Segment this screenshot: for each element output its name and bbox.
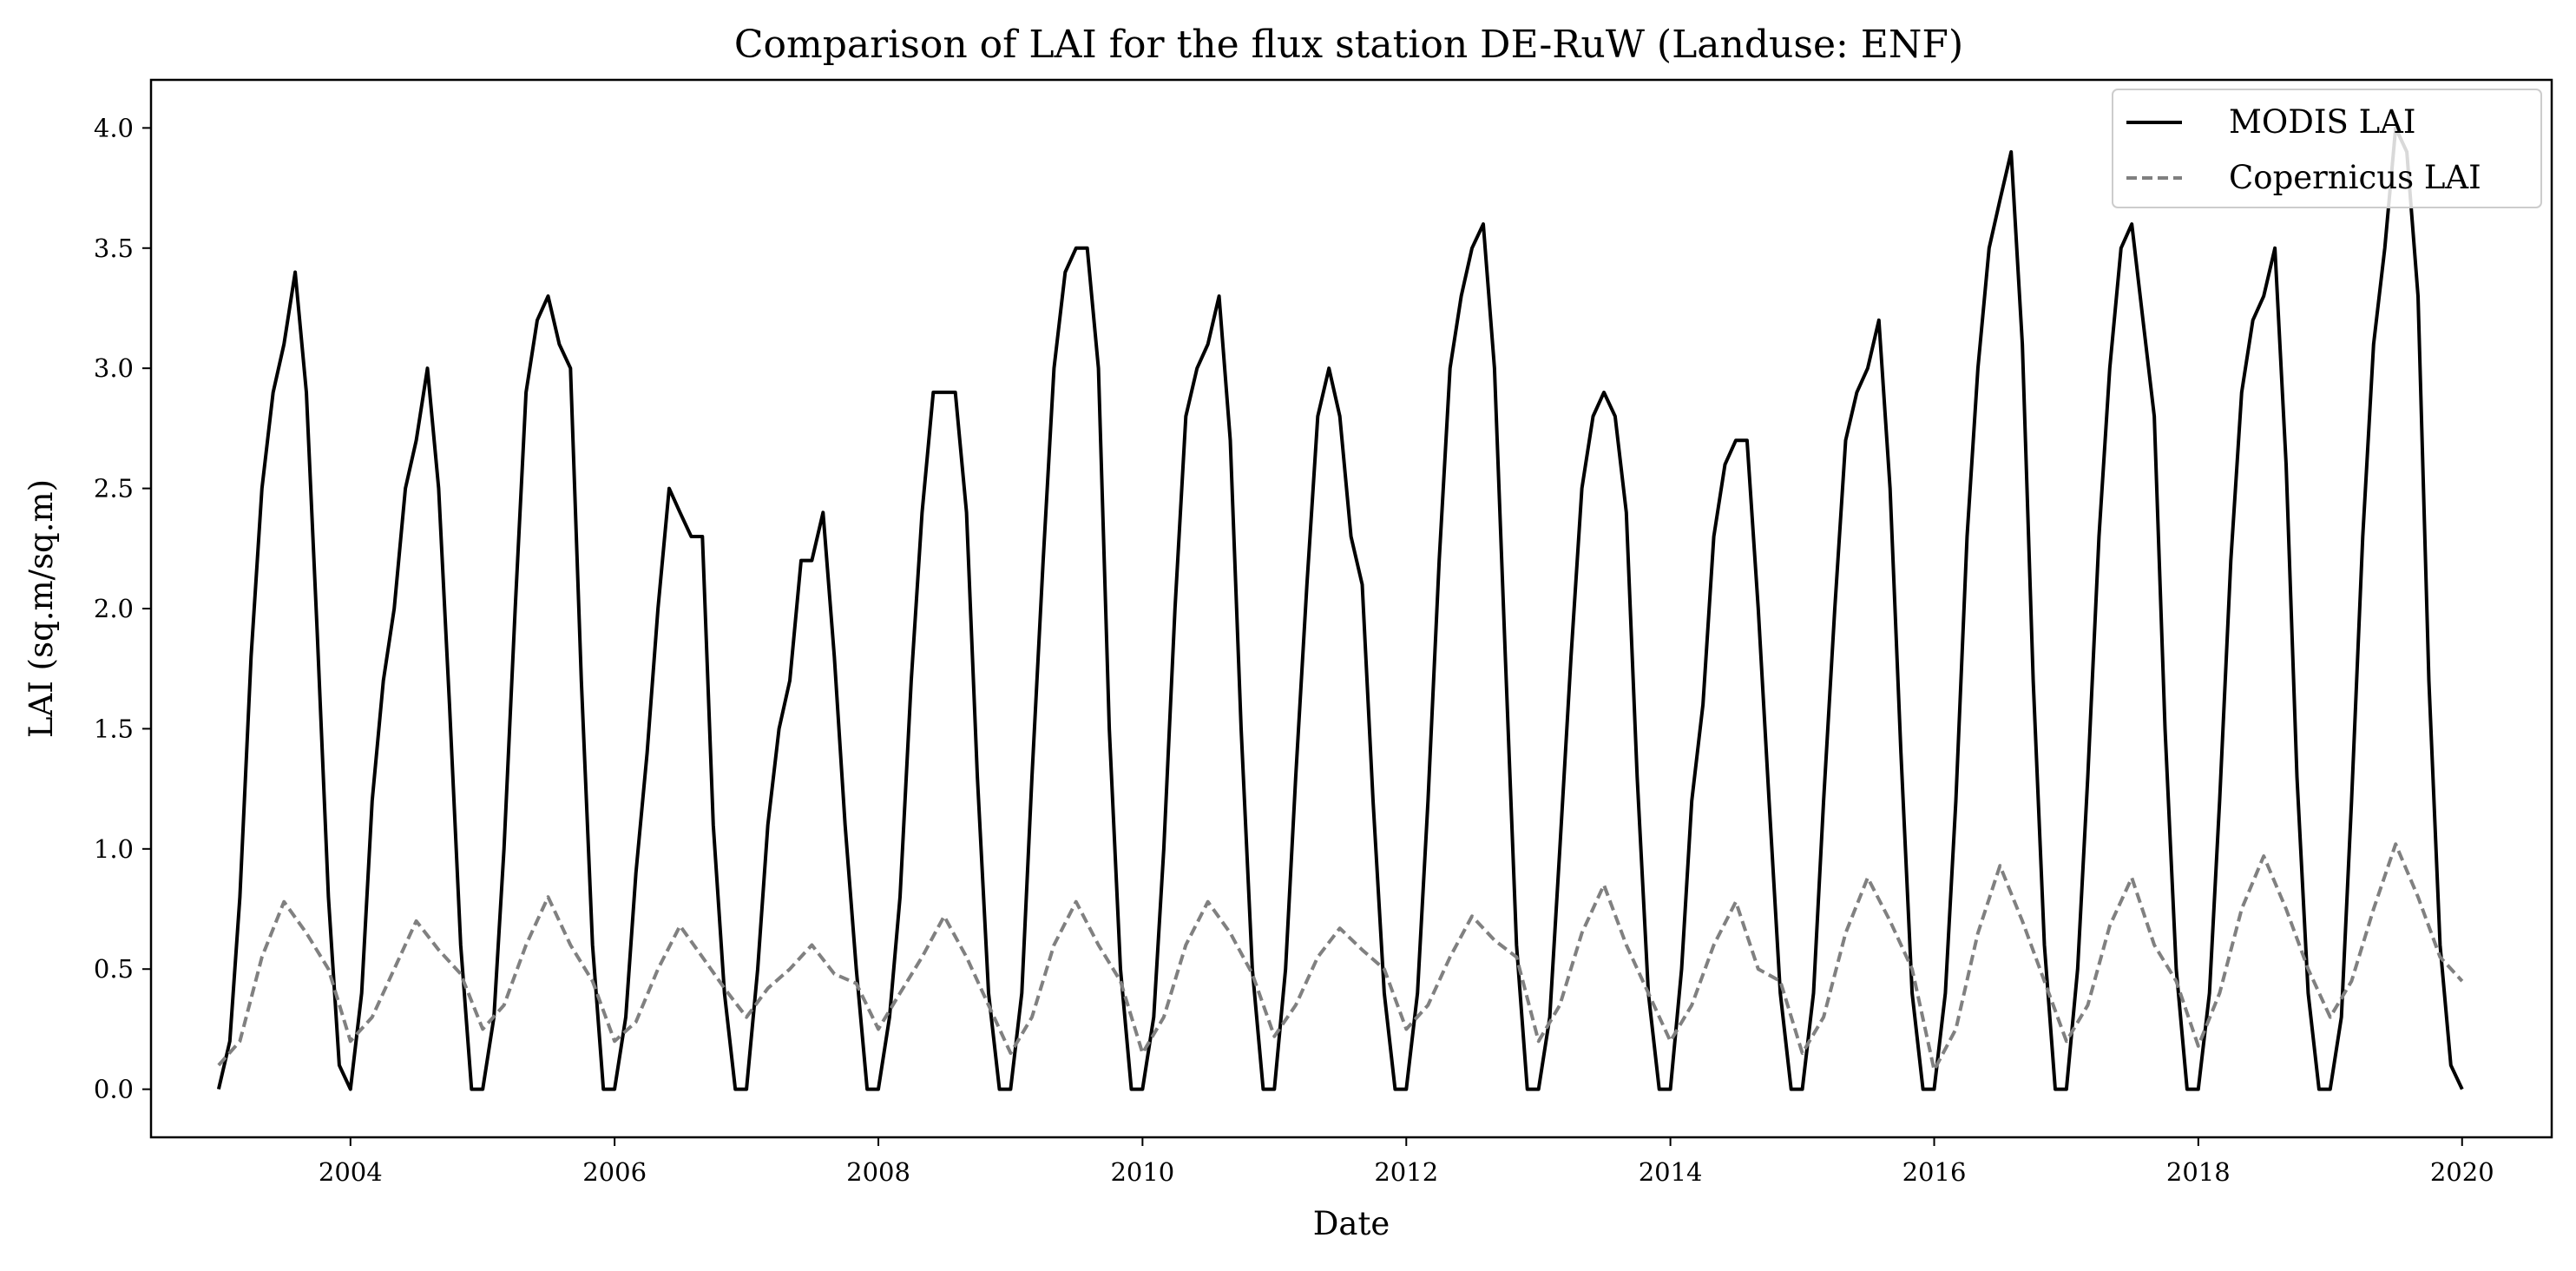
y-tick-label: 0.0 xyxy=(94,1075,134,1104)
y-tick-label: 2.0 xyxy=(94,594,134,623)
y-tick-label: 1.5 xyxy=(94,714,134,743)
y-tick-label: 3.5 xyxy=(94,234,134,263)
y-tick-label: 4.0 xyxy=(94,113,134,142)
y-tick-label: 2.5 xyxy=(94,474,134,504)
y-axis-label: LAI (sq.m/sq.m) xyxy=(23,479,60,738)
series-line-modis-lai xyxy=(216,126,2464,1091)
x-axis: 2004 2006 2008 2010 2012 2014 2016 2018 2020 xyxy=(319,1137,2494,1187)
x-tick-label: 2020 xyxy=(2430,1157,2494,1187)
x-tick-label: 2014 xyxy=(1639,1157,1703,1187)
x-tick-label: 2006 xyxy=(582,1157,647,1187)
x-tick-label: 2004 xyxy=(319,1157,383,1187)
series-line-copernicus-lai xyxy=(217,842,2464,1072)
x-tick-label: 2016 xyxy=(1902,1157,1967,1187)
x-tick-label: 2010 xyxy=(1110,1157,1174,1187)
legend: MODIS LAI Copernicus LAI xyxy=(2112,89,2542,208)
y-axis: 0.0 0.5 1.0 1.5 2.0 2.5 3.0 3.5 4.0 xyxy=(94,113,151,1104)
x-axis-label: Date xyxy=(1313,1205,1390,1242)
x-tick-label: 2012 xyxy=(1374,1157,1438,1187)
x-tick-label: 2008 xyxy=(846,1157,910,1187)
x-tick-label: 2018 xyxy=(2166,1157,2231,1187)
legend-box xyxy=(2112,89,2542,208)
y-tick-label: 0.5 xyxy=(94,954,134,984)
series-layer xyxy=(216,126,2464,1091)
legend-label-modis-lai: MODIS LAI xyxy=(2229,103,2416,141)
y-tick-label: 3.0 xyxy=(94,353,134,383)
y-tick-label: 1.0 xyxy=(94,834,134,864)
chart-title: Comparison of LAI for the flux station D… xyxy=(734,23,1963,67)
legend-label-copernicus-lai: Copernicus LAI xyxy=(2229,159,2481,196)
